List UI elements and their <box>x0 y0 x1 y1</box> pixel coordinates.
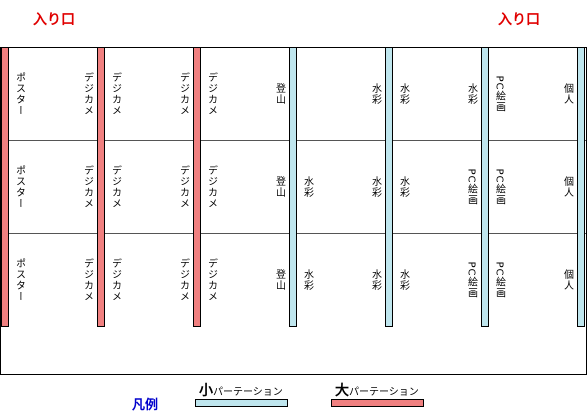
large-partition-3 <box>193 47 201 327</box>
legend-title: 凡例 <box>132 398 159 413</box>
legend-small-size: 小 <box>199 383 213 399</box>
booth-label: 登山 <box>273 83 285 105</box>
small-partition-4 <box>289 47 297 327</box>
booth-label: 個人 <box>561 83 573 105</box>
entrance-left-label: 入り口 <box>33 12 75 28</box>
booth-label: 水彩 <box>301 269 313 291</box>
booth-label: ポスター <box>13 72 25 116</box>
booth-label: デジカメ <box>109 165 121 209</box>
booth-label: PC絵画 <box>465 261 477 299</box>
legend-large-swatch <box>331 399 424 407</box>
entrance-right-label: 入り口 <box>498 12 540 28</box>
legend-large-size: 大 <box>335 383 349 399</box>
legend-small-label: 小パーテーション <box>199 380 283 400</box>
booth-label: デジカメ <box>109 72 121 116</box>
booth-label: 個人 <box>561 176 573 198</box>
booth-label: 水彩 <box>369 83 381 105</box>
booth-label: 水彩 <box>465 83 477 105</box>
booth-label: 水彩 <box>397 269 409 291</box>
small-partition-6 <box>481 47 489 327</box>
booth-label: 水彩 <box>369 269 381 291</box>
small-partition-7 <box>577 47 585 327</box>
booth-label: デジカメ <box>177 258 189 302</box>
booth-label: デジカメ <box>81 258 93 302</box>
booth-label: 水彩 <box>301 176 313 198</box>
booth-label: PC絵画 <box>493 75 505 113</box>
booth-label: デジカメ <box>81 72 93 116</box>
booth-label: 個人 <box>561 269 573 291</box>
booth-label: 登山 <box>273 176 285 198</box>
booth-label: 水彩 <box>369 176 381 198</box>
small-partition-5 <box>385 47 393 327</box>
large-partition-2 <box>97 47 105 327</box>
booth-label: デジカメ <box>205 258 217 302</box>
legend-small-text: パーテーション <box>213 387 283 398</box>
booth-label: デジカメ <box>109 258 121 302</box>
booth-label: ポスター <box>13 258 25 302</box>
booth-label: デジカメ <box>81 165 93 209</box>
legend-large-label: 大パーテーション <box>335 380 419 400</box>
large-partition-1 <box>1 47 9 327</box>
booth-label: PC絵画 <box>493 168 505 206</box>
legend-small-swatch <box>195 399 288 407</box>
booth-label: デジカメ <box>205 165 217 209</box>
booth-label: デジカメ <box>177 165 189 209</box>
booth-label: ポスター <box>13 165 25 209</box>
booth-label: デジカメ <box>177 72 189 116</box>
booth-label: 水彩 <box>397 83 409 105</box>
booth-label: 登山 <box>273 269 285 291</box>
booth-label: PC絵画 <box>493 261 505 299</box>
booth-label: PC絵画 <box>465 168 477 206</box>
booth-label: 水彩 <box>397 176 409 198</box>
legend-large-text: パーテーション <box>349 387 419 398</box>
booth-label: デジカメ <box>205 72 217 116</box>
